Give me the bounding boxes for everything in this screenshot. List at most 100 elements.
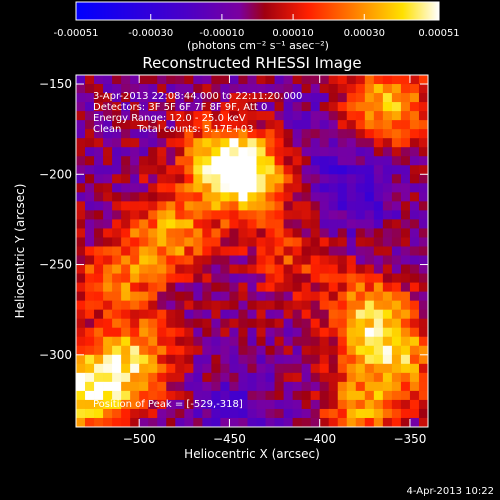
heatmap-cell: [184, 228, 194, 238]
heatmap-cell: [409, 417, 420, 427]
heatmap-cell: [337, 219, 348, 229]
heatmap-cell: [409, 75, 420, 85]
heatmap-cell: [355, 165, 366, 175]
heatmap-cell: [310, 219, 321, 229]
heatmap-cell: [148, 399, 158, 410]
heatmap-cell: [319, 399, 330, 410]
heatmap-cell: [373, 129, 384, 139]
heatmap-cell: [85, 84, 95, 94]
heatmap-cell: [310, 165, 321, 175]
x-tick-label: −500: [123, 432, 156, 446]
heatmap-cell: [112, 417, 122, 427]
heatmap-cell: [220, 408, 230, 419]
heatmap-cell: [364, 417, 375, 427]
heatmap-cell: [94, 381, 104, 392]
heatmap-cell: [265, 219, 275, 229]
heatmap-cell: [301, 399, 312, 410]
heatmap-cell: [76, 327, 86, 338]
heatmap-cell: [238, 318, 248, 329]
heatmap-cell: [337, 201, 348, 211]
heatmap-cell: [121, 381, 131, 392]
heatmap-cell: [382, 417, 393, 427]
heatmap-cell: [130, 417, 140, 427]
heatmap-cell: [400, 75, 411, 85]
heatmap-cell: [409, 363, 420, 374]
heatmap-cell: [220, 210, 230, 220]
heatmap-cell: [175, 399, 185, 410]
heatmap-cell: [148, 300, 158, 311]
heatmap-cell: [76, 246, 86, 256]
heatmap-cell: [202, 282, 212, 293]
heatmap-cell: [382, 174, 393, 184]
heatmap-cell: [265, 147, 275, 157]
heatmap-cell: [409, 183, 420, 193]
heatmap-cell: [409, 300, 420, 311]
heatmap-cell: [112, 228, 122, 238]
heatmap-cell: [148, 210, 158, 220]
heatmap-cell: [166, 120, 176, 130]
heatmap-cell: [85, 390, 95, 401]
heatmap-cell: [400, 183, 411, 193]
heatmap-cell: [373, 372, 384, 383]
heatmap-cell: [310, 309, 321, 320]
heatmap-cell: [364, 381, 375, 392]
heatmap-cell: [301, 246, 312, 256]
heatmap-cell: [238, 363, 248, 374]
heatmap-cell: [265, 291, 275, 302]
heatmap-cell: [310, 264, 321, 274]
heatmap-cell: [310, 246, 321, 256]
heatmap-cell: [94, 201, 104, 211]
heatmap-cell: [391, 219, 402, 229]
heatmap-cell: [391, 228, 402, 238]
heatmap-cell: [76, 309, 86, 320]
heatmap-cell: [94, 219, 104, 229]
heatmap-cell: [391, 417, 402, 427]
heatmap-cell: [175, 192, 185, 202]
heatmap-cell: [337, 120, 348, 130]
heatmap-cell: [112, 201, 122, 211]
heatmap-cell: [211, 201, 221, 211]
heatmap-cell: [346, 201, 357, 211]
heatmap-cell: [409, 237, 420, 247]
heatmap-cell: [373, 345, 384, 356]
heatmap-cell: [121, 84, 131, 94]
heatmap-cell: [319, 228, 330, 238]
heatmap-cell: [139, 174, 149, 184]
heatmap-cell: [319, 165, 330, 175]
heatmap-cell: [238, 390, 248, 401]
heatmap-cell: [229, 255, 239, 265]
heatmap-cell: [400, 318, 411, 329]
heatmap-cell: [130, 147, 140, 157]
heatmap-cell: [346, 390, 357, 401]
heatmap-cell: [391, 129, 402, 139]
heatmap-cell: [301, 309, 312, 320]
heatmap-cell: [157, 291, 167, 302]
heatmap-cell: [94, 255, 104, 265]
heatmap-cell: [328, 354, 339, 365]
heatmap-cell: [391, 102, 402, 112]
heatmap-cell: [139, 417, 149, 427]
heatmap-cell: [274, 210, 284, 220]
heatmap-cell: [157, 138, 167, 148]
heatmap-cell: [328, 111, 339, 121]
heatmap-cell: [220, 93, 230, 103]
heatmap-cell: [337, 84, 348, 94]
heatmap-cell: [193, 399, 203, 410]
heatmap-cell: [202, 192, 212, 202]
heatmap-cell: [112, 219, 122, 229]
heatmap-cell: [409, 138, 420, 148]
heatmap-cell: [76, 183, 86, 193]
heatmap-cell: [418, 354, 428, 365]
heatmap-cell: [364, 120, 375, 130]
heatmap-cell: [400, 417, 411, 427]
heatmap-cell: [139, 282, 149, 293]
heatmap-cell: [382, 300, 393, 311]
heatmap-cell: [76, 138, 86, 148]
heatmap-cell: [409, 111, 420, 121]
heatmap-cell: [85, 300, 95, 311]
heatmap-cell: [256, 201, 266, 211]
heatmap-cell: [355, 390, 366, 401]
heatmap-cell: [139, 309, 149, 320]
heatmap-cell: [256, 264, 266, 274]
heatmap-cell: [292, 75, 303, 85]
